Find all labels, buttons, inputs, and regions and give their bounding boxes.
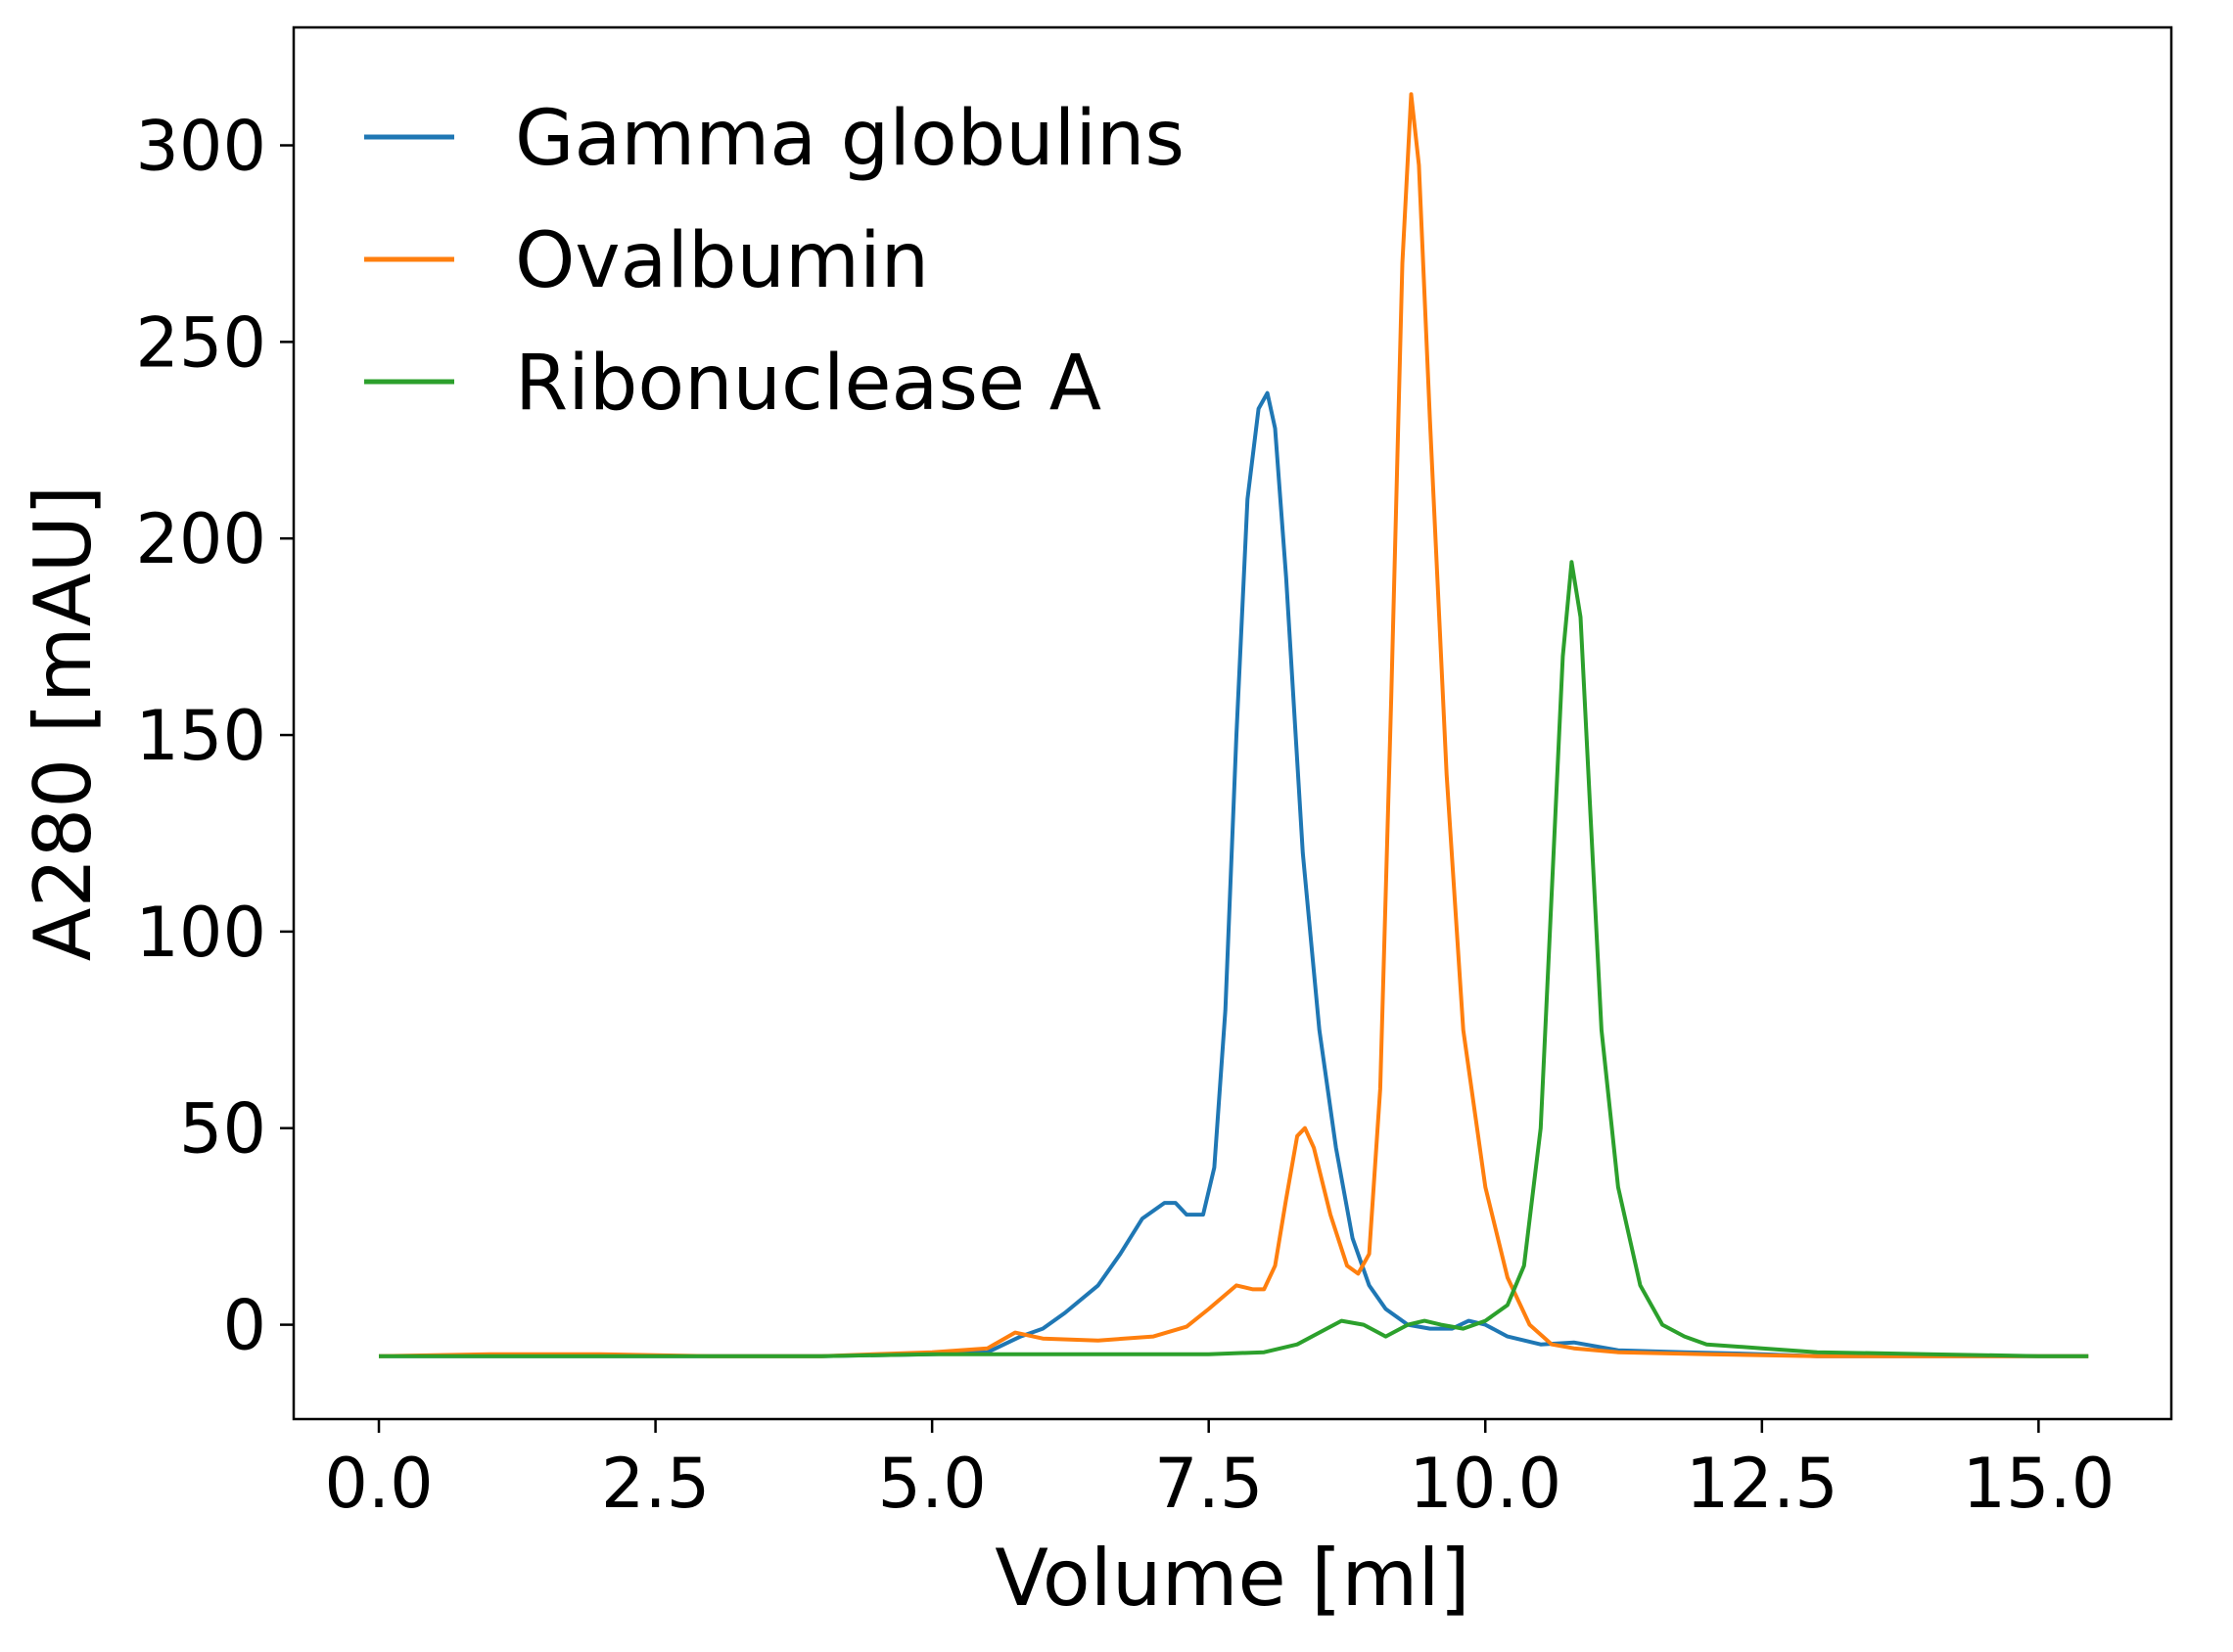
x-tick-label: 7.5 (1154, 1444, 1263, 1524)
series-line-gamma-globulins (379, 390, 2089, 1358)
y-tick-label: 200 (135, 499, 266, 579)
y-tick-label: 300 (135, 107, 266, 187)
x-axis: 0.0 2.5 5.0 7.5 10.0 12.5 15.0 (324, 1419, 2115, 1524)
x-tick-label: 12.5 (1686, 1444, 1838, 1524)
y-tick-label: 0 (222, 1286, 266, 1366)
x-axis-label: Volume [ml] (995, 1533, 1470, 1624)
x-tick-label: 15.0 (1962, 1444, 2115, 1524)
x-tick-label: 2.5 (601, 1444, 710, 1524)
y-tick-label: 50 (179, 1089, 266, 1170)
series-line-ribonuclease-a (379, 560, 2089, 1358)
legend: Gamma globulins Ovalbumin Ribonuclease A (364, 95, 1185, 428)
legend-label: Gamma globulins (515, 95, 1185, 183)
y-tick-label: 100 (135, 893, 266, 973)
legend-label: Ribonuclease A (515, 340, 1101, 428)
plot-frame (292, 25, 2173, 1421)
x-tick-label: 5.0 (877, 1444, 986, 1524)
series-layer (378, 92, 2089, 1358)
y-axis: 0 50 100 150 200 250 300 (135, 107, 294, 1366)
y-tick-label: 150 (135, 696, 266, 776)
legend-label: Ovalbumin (515, 217, 929, 305)
x-tick-label: 10.0 (1409, 1444, 1561, 1524)
y-tick-label: 250 (135, 302, 266, 383)
series-line-ovalbumin (378, 92, 2089, 1358)
y-axis-label: A280 [mAU] (18, 485, 109, 961)
x-tick-label: 0.0 (324, 1444, 433, 1524)
